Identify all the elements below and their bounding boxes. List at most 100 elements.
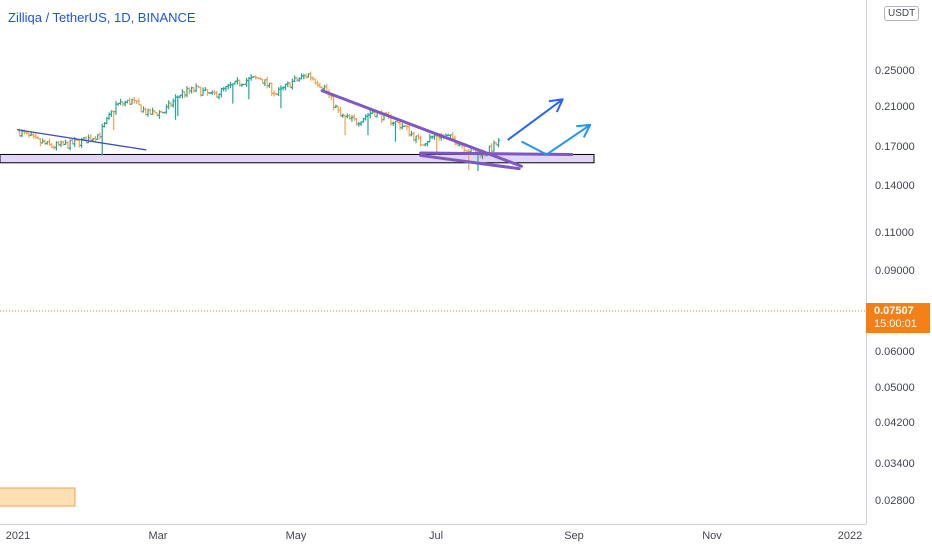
ohlc-bar <box>31 132 36 139</box>
ohlc-bar <box>313 78 317 85</box>
ohlc-bar <box>123 100 127 107</box>
ohlc-bar <box>167 100 171 110</box>
ohlc-bar <box>171 98 175 108</box>
ohlc-bar <box>222 87 226 92</box>
ohlc-bar <box>364 114 368 121</box>
ohlc-bar <box>416 133 420 141</box>
price-tick: 0.02800 <box>875 495 915 507</box>
time-tick: Mar <box>148 530 168 542</box>
price-tick: 0.25000 <box>875 65 915 77</box>
ohlc-bar <box>270 82 274 96</box>
currency-label[interactable]: USDT <box>884 6 920 21</box>
ohlc-bar <box>238 79 242 87</box>
ohlc-bar <box>309 71 313 81</box>
ohlc-bar <box>176 95 180 117</box>
price-tick: 0.09000 <box>875 265 915 277</box>
ohlc-bar <box>114 101 118 115</box>
ohlc-bar <box>192 87 196 93</box>
ohlc-bar <box>47 138 52 147</box>
ohlc-bar <box>137 98 141 106</box>
ohlc-bar <box>490 143 494 154</box>
time-axis[interactable]: 2021 Mar May Jul Sep Nov 2022 <box>0 524 866 551</box>
price-tick: 0.21000 <box>875 101 915 113</box>
price-tick: 0.11000 <box>875 227 914 239</box>
price-chart[interactable] <box>0 0 866 524</box>
ohlc-bar <box>311 76 315 81</box>
ohlc-bar <box>350 115 354 122</box>
time-tick: May <box>285 530 307 542</box>
ohlc-bar <box>332 95 336 111</box>
support-zone[interactable] <box>0 153 595 164</box>
ohlc-bar <box>277 87 281 97</box>
ohlc-bar <box>279 85 283 109</box>
ohlc-bar <box>366 112 370 136</box>
ohlc-bar <box>368 110 372 119</box>
ohlc-bar <box>100 123 104 156</box>
early-trendline[interactable] <box>16 129 147 151</box>
ohlc-bar <box>219 87 223 98</box>
current-price-value: 0.07507 <box>874 305 914 317</box>
ohlc-bar <box>84 136 88 144</box>
ohlc-bar <box>336 105 340 113</box>
ohlc-bar <box>68 139 72 151</box>
ohlc-bar <box>180 89 185 99</box>
ohlc-bar <box>352 114 356 121</box>
wedge-lower-line[interactable] <box>419 153 521 171</box>
ohlc-bar <box>265 76 269 89</box>
ohlc-bar <box>164 104 168 114</box>
price-tick: 0.14000 <box>875 180 915 192</box>
ohlc-bar <box>86 134 91 144</box>
projection-arrow-up[interactable] <box>507 98 564 141</box>
price-tick: 0.05000 <box>875 382 915 394</box>
ohlc-bar <box>391 121 395 126</box>
ohlc-bar <box>43 139 47 145</box>
ohlc-bar <box>260 78 265 84</box>
ohlc-bar <box>405 124 409 131</box>
time-tick: 2021 <box>5 530 31 542</box>
price-tick: 0.17000 <box>875 141 915 153</box>
current-price-badge: 0.07507 15:00:01 <box>866 303 930 333</box>
projection-arrow-up-head <box>548 98 564 113</box>
ohlc-bar <box>398 121 402 131</box>
ohlc-bar <box>290 78 294 90</box>
ohlc-bar <box>343 114 347 136</box>
ohlc-bar <box>496 138 501 148</box>
ohlc-bar <box>492 140 496 152</box>
projection-arrow-retest-head <box>576 123 592 138</box>
ohlc-bar <box>304 73 308 79</box>
ohlc-bar <box>38 137 42 147</box>
ohlc-bar <box>414 135 418 144</box>
ohlc-bar <box>148 108 152 116</box>
price-tick: 0.03400 <box>875 458 915 470</box>
projection-arrow-retest[interactable] <box>521 124 591 156</box>
ohlc-bar <box>77 139 81 148</box>
ohlc-bar <box>295 76 299 82</box>
ohlc-bar <box>169 101 173 108</box>
ohlc-bar <box>173 94 178 120</box>
highlight-box[interactable] <box>0 487 76 507</box>
ohlc-bar <box>297 77 301 82</box>
ohlc-bar <box>348 113 352 120</box>
time-tick: Nov <box>702 530 722 542</box>
ohlc-bar <box>112 110 116 131</box>
price-axis[interactable]: 0.25000 0.21000 0.17000 0.14000 0.11000 … <box>866 0 932 524</box>
price-tick: 0.06000 <box>875 346 915 358</box>
price-tick: 0.04200 <box>875 417 915 429</box>
ohlc-bar <box>393 120 398 142</box>
ohlc-bar <box>235 77 239 85</box>
time-tick: Sep <box>564 530 584 542</box>
ohlc-bar <box>302 73 306 80</box>
ohlc-bar <box>263 79 267 87</box>
ohlc-bar <box>57 140 61 147</box>
ohlc-bar <box>247 76 251 100</box>
ohlc-bar <box>293 75 297 83</box>
ohlc-bar <box>428 134 432 143</box>
ohlc-bar <box>194 83 198 92</box>
time-tick: Jul <box>428 530 444 542</box>
bar-countdown: 15:00:01 <box>874 318 917 330</box>
ohlc-bar <box>185 86 189 98</box>
ohlc-bar <box>244 77 249 87</box>
ohlc-bar <box>201 87 205 96</box>
ohlc-bar <box>231 83 235 104</box>
ohlc-bar <box>286 81 290 88</box>
